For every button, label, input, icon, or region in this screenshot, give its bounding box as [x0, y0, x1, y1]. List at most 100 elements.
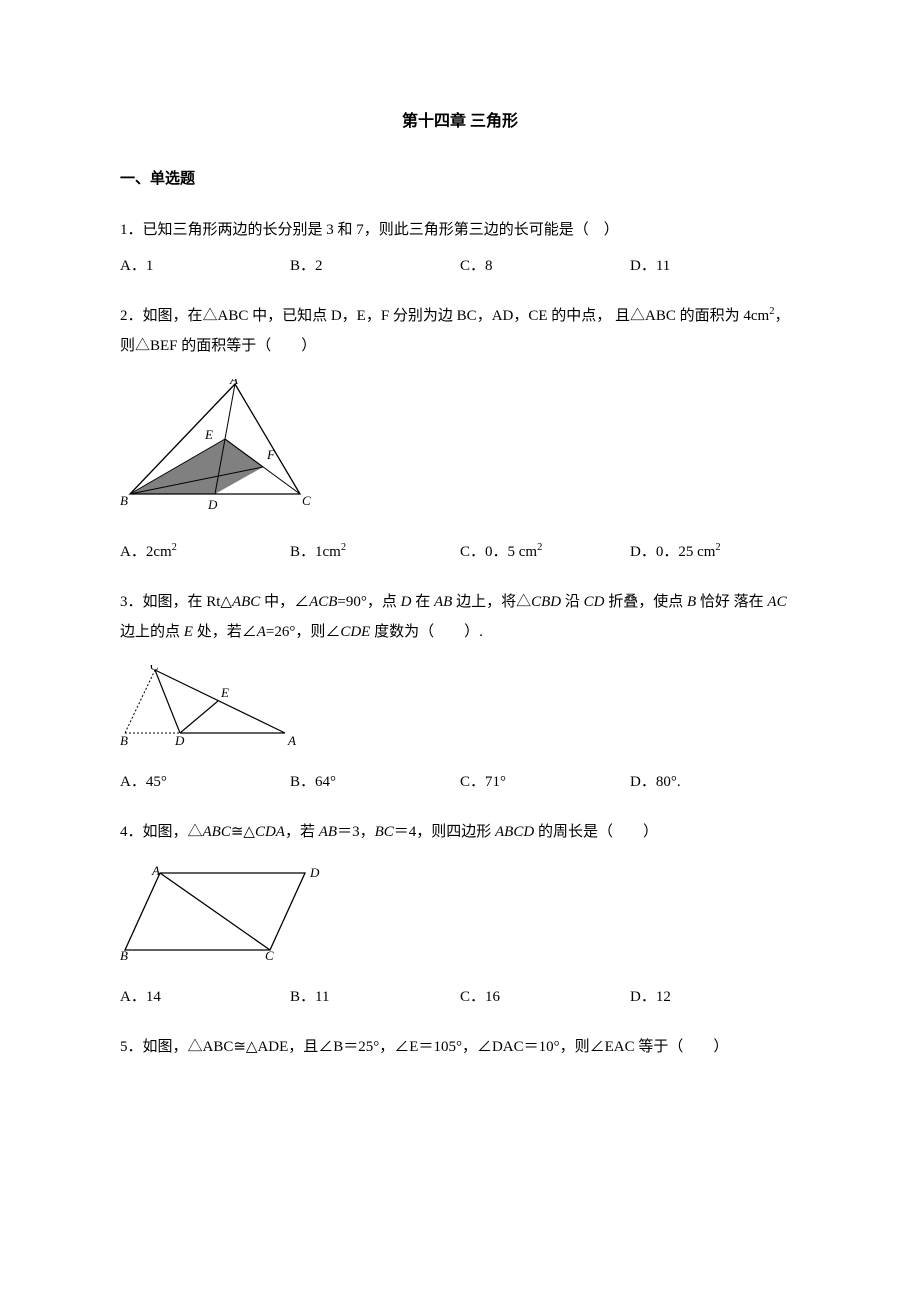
q1-opt-c-val: ．8	[470, 258, 493, 274]
q3-d: D	[401, 594, 412, 610]
svg-text:D: D	[174, 733, 185, 745]
svg-text:B: B	[120, 948, 128, 960]
q4-opt-d-val: ．12	[641, 989, 671, 1005]
q1-opt-d-val: ．11	[641, 258, 670, 274]
q5-body: ．如图，△ABC≅△ADE，且∠B＝25°，∠E＝105°，∠DAC＝10°，则…	[128, 1039, 729, 1055]
q3-t9: 落在	[734, 594, 768, 610]
q3-ab: AB	[434, 594, 452, 610]
q3-t13: 度数为（ ）.	[370, 624, 483, 640]
q3-opt-a-val: ．45°	[131, 774, 167, 790]
question-1-text: 1．已知三角形两边的长分别是 3 和 7，则此三角形第三边的长可能是（ ）	[120, 215, 800, 245]
q1-opt-c: C．8	[460, 255, 630, 278]
q4-abc: ABC	[203, 824, 231, 840]
q2-opt-b-val: ．1cm	[300, 544, 341, 560]
svg-text:A: A	[287, 733, 296, 745]
svg-text:B: B	[120, 493, 128, 508]
question-5-text: 5．如图，△ABC≅△ADE，且∠B＝25°，∠E＝105°，∠DAC＝10°，…	[120, 1032, 800, 1062]
q4-opt-c: C．16	[460, 986, 630, 1009]
question-1-options: A．1 B．2 C．8 D．11	[120, 255, 800, 278]
q3-opt-c-val: ．71°	[470, 774, 506, 790]
q1-body: ．已知三角形两边的长分别是 3 和 7，则此三角形第三边的长可能是（ ）	[128, 222, 619, 238]
q3-cd: CD	[584, 594, 605, 610]
q5-num: 5	[120, 1039, 128, 1055]
q3-acb: ACB	[309, 594, 337, 610]
q2-opt-d-sup: 2	[715, 542, 720, 553]
question-4-text: 4．如图，△ABC≅△CDA，若 AB＝3，BC＝4，则四边形 ABCD 的周长…	[120, 817, 800, 847]
q3-opt-d-val: ．80°.	[641, 774, 681, 790]
q3-opt-b-val: ．64°	[300, 774, 336, 790]
svg-text:F: F	[266, 447, 276, 462]
q3-opt-a: A．45°	[120, 771, 290, 794]
q1-num: 1	[120, 222, 128, 238]
q3-t8: 恰好	[696, 594, 730, 610]
q4-t1: ．如图，△	[128, 824, 203, 840]
q4-opt-b: B．11	[290, 986, 460, 1009]
q3-svg: CBDAE	[120, 665, 300, 745]
q4-opt-d: D．12	[630, 986, 800, 1009]
q4-t6: 的周长是（ ）	[534, 824, 658, 840]
question-4-options: A．14 B．11 C．16 D．12	[120, 986, 800, 1009]
q3-a: A	[257, 624, 266, 640]
q4-opt-a-val: ．14	[131, 989, 161, 1005]
q3-t5: 边上，将△	[452, 594, 531, 610]
q4-cda: CDA	[255, 824, 285, 840]
q2-opt-c: C．0．5 cm2	[460, 540, 630, 564]
q3-opt-d: D．80°.	[630, 771, 800, 794]
svg-text:D: D	[207, 497, 218, 512]
question-3-options: A．45° B．64° C．71° D．80°.	[120, 771, 800, 794]
q3-abc: ABC	[232, 594, 260, 610]
q4-opt-b-val: ．11	[300, 989, 329, 1005]
svg-text:B: B	[120, 733, 128, 745]
q1-opt-a-val: ．1	[131, 258, 154, 274]
question-2-options: A．2cm2 B．1cm2 C．0．5 cm2 D．0．25 cm2	[120, 540, 800, 564]
q4-svg: ADBC	[120, 865, 320, 960]
q2-num: 2	[120, 308, 128, 324]
q2-opt-a-val: ．2cm	[131, 544, 172, 560]
q3-e: E	[184, 624, 193, 640]
svg-text:A: A	[151, 865, 160, 878]
q2-opt-c-val: ．0．5 cm	[470, 544, 537, 560]
question-1: 1．已知三角形两边的长分别是 3 和 7，则此三角形第三边的长可能是（ ） A．…	[120, 215, 800, 278]
q3-t6: 沿	[561, 594, 584, 610]
q4-t3: ，若	[285, 824, 319, 840]
section-header: 一、单选题	[120, 168, 800, 191]
question-4-figure: ADBC	[120, 865, 800, 968]
q2-opt-b-sup: 2	[341, 542, 346, 553]
q4-t4: ＝3，	[337, 824, 375, 840]
q3-opt-c: C．71°	[460, 771, 630, 794]
q4-t5: ＝4，则四边形	[394, 824, 495, 840]
question-2: 2．如图，在△ABC 中，已知点 D，E，F 分别为边 BC，AD，CE 的中点…	[120, 301, 800, 563]
q2-body-pre: ．如图，在△ABC 中，已知点 D，E，F 分别为边 BC，AD，CE 的中点，…	[128, 308, 770, 324]
question-3: 3．如图，在 Rt△ABC 中，∠ACB=90°，点 D 在 AB 边上，将△C…	[120, 587, 800, 793]
svg-text:C: C	[265, 948, 274, 960]
q1-opt-d: D．11	[630, 255, 800, 278]
question-3-text: 3．如图，在 Rt△ABC 中，∠ACB=90°，点 D 在 AB 边上，将△C…	[120, 587, 800, 647]
svg-text:A: A	[229, 379, 238, 387]
q2-svg: A B C D E F	[120, 379, 320, 514]
q3-opt-b: B．64°	[290, 771, 460, 794]
q2-opt-d-val: ．0．25 cm	[641, 544, 716, 560]
q4-opt-c-val: ．16	[470, 989, 500, 1005]
q3-cbd: CBD	[531, 594, 561, 610]
q4-ab: AB	[319, 824, 337, 840]
q3-num: 3	[120, 594, 128, 610]
q1-opt-b-val: ．2	[300, 258, 323, 274]
q4-num: 4	[120, 824, 128, 840]
q1-opt-a: A．1	[120, 255, 290, 278]
q3-t1: ．如图，在 Rt△	[128, 594, 232, 610]
q3-cde: CDE	[340, 624, 370, 640]
q3-t4: 在	[411, 594, 434, 610]
chapter-title: 第十四章 三角形	[120, 110, 800, 134]
question-2-text: 2．如图，在△ABC 中，已知点 D，E，F 分别为边 BC，AD，CE 的中点…	[120, 301, 800, 361]
svg-text:C: C	[150, 665, 159, 673]
q3-t2: 中，∠	[260, 594, 309, 610]
q3-t10: 边上的点	[120, 624, 184, 640]
q2-opt-b: B．1cm2	[290, 540, 460, 564]
q4-abcd: ABCD	[495, 824, 534, 840]
svg-text:E: E	[204, 427, 213, 442]
question-2-figure: A B C D E F	[120, 379, 800, 522]
q4-bc: BC	[375, 824, 394, 840]
q2-opt-a: A．2cm2	[120, 540, 290, 564]
svg-text:C: C	[302, 493, 311, 508]
question-5: 5．如图，△ABC≅△ADE，且∠B＝25°，∠E＝105°，∠DAC＝10°，…	[120, 1032, 800, 1062]
